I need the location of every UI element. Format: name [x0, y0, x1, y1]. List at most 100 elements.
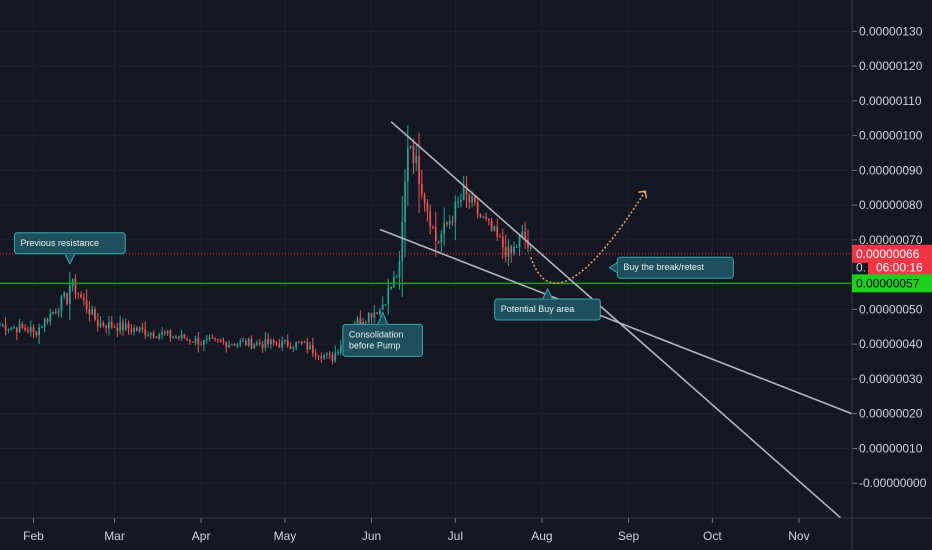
x-tick-label: Sep	[618, 529, 640, 543]
last-price-badge-bg	[852, 244, 932, 263]
x-tick-label: Aug	[531, 529, 552, 543]
candle-up	[124, 323, 127, 331]
candle-down	[250, 338, 253, 349]
candle-up	[303, 342, 306, 344]
candle-up	[393, 277, 395, 287]
candle-down	[376, 312, 378, 315]
candle-down	[328, 353, 331, 356]
candle-up	[7, 329, 10, 331]
candle-up	[295, 342, 297, 348]
candle-down	[102, 322, 105, 326]
x-tick-label: Oct	[703, 529, 722, 543]
candle-up	[292, 347, 295, 349]
annotation-label: Previous resistance	[20, 238, 99, 248]
overlay-lines	[0, 121, 853, 519]
x-tick-label: Feb	[23, 529, 44, 543]
candle-down	[289, 346, 292, 349]
candle-down	[77, 293, 80, 295]
candle-down	[4, 324, 7, 331]
candle-down	[418, 155, 420, 184]
candle-up	[18, 324, 21, 333]
candle-down	[432, 226, 434, 228]
candle-up	[281, 341, 284, 348]
candle-up	[99, 322, 102, 327]
candle-up	[339, 345, 342, 353]
countdown-badge: 0. 06:00:16	[856, 258, 932, 277]
candle-down	[141, 327, 144, 330]
candle-up	[208, 337, 211, 340]
candle-up	[108, 321, 110, 329]
candle-down	[524, 231, 527, 240]
candle-down	[144, 329, 147, 336]
candle-up	[415, 155, 418, 164]
candle-down	[15, 327, 18, 333]
candle-up	[60, 296, 63, 311]
candle-up	[147, 334, 149, 336]
candle-up	[166, 330, 169, 334]
y-tick-label: -0.00000000	[859, 476, 927, 490]
y-tick-label: 0.00000030	[859, 372, 923, 386]
candle-up	[387, 288, 390, 305]
candle-up	[395, 277, 398, 279]
candle-up	[529, 247, 532, 249]
upper-trendline	[390, 121, 842, 519]
candle-up	[149, 332, 152, 335]
y-tick-label: 0.00000010	[859, 441, 923, 455]
candle-up	[68, 285, 71, 304]
candle-up	[158, 334, 161, 338]
candle-up	[440, 234, 443, 242]
candle-up	[362, 321, 365, 324]
candle-down	[468, 194, 471, 203]
candle-down	[169, 330, 172, 338]
candle-down	[191, 341, 194, 343]
candle-up	[390, 286, 392, 289]
candle-up	[29, 327, 32, 333]
x-tick-label: Jun	[362, 529, 381, 543]
candle-down	[490, 220, 493, 231]
candle-up	[242, 340, 244, 342]
candle-down	[420, 183, 423, 195]
candle-up	[337, 352, 339, 354]
candle-up	[493, 226, 496, 231]
candle-down	[136, 328, 138, 331]
candle-up	[457, 201, 459, 203]
candle-up	[161, 332, 163, 335]
candle-up	[230, 344, 233, 346]
projected-path-arrowhead	[638, 190, 648, 199]
candle-up	[253, 344, 256, 349]
y-axis: 0.00000130 0.00000120 0.00000110 0.00000100…	[851, 0, 927, 550]
candle-up	[203, 339, 205, 345]
candle-up	[518, 236, 521, 247]
y-tick-label: 0.00000070	[859, 233, 923, 247]
candle-down	[163, 332, 166, 334]
candle-down	[423, 194, 426, 203]
candle-down	[485, 216, 487, 219]
x-axis: Feb Mar Apr May Jun Jul Aug Sep Oct Nov	[0, 517, 932, 543]
annotation-pointer	[608, 262, 618, 274]
candle-down	[197, 337, 200, 345]
candle-down	[82, 297, 85, 300]
candle-up	[172, 336, 175, 338]
lower-trendline	[379, 228, 853, 415]
candle-down	[21, 324, 24, 328]
candle-down	[74, 278, 77, 294]
countdown-badge-text: 06:00:16	[876, 261, 923, 275]
candle-down	[434, 227, 437, 241]
candle-up	[270, 340, 272, 345]
candle-up	[133, 328, 135, 332]
candle-down	[130, 328, 133, 332]
candle-up	[175, 336, 177, 338]
candle-down	[32, 327, 35, 333]
candle-up	[256, 342, 258, 345]
candle-down	[451, 221, 454, 223]
countdown-prefix: 0.	[856, 261, 866, 275]
candle-down	[501, 237, 504, 248]
y-tick-label: 0.00000090	[859, 163, 923, 177]
annotation-label: Consolidation	[349, 329, 404, 339]
candle-down	[110, 321, 113, 327]
candle-up	[373, 312, 376, 318]
